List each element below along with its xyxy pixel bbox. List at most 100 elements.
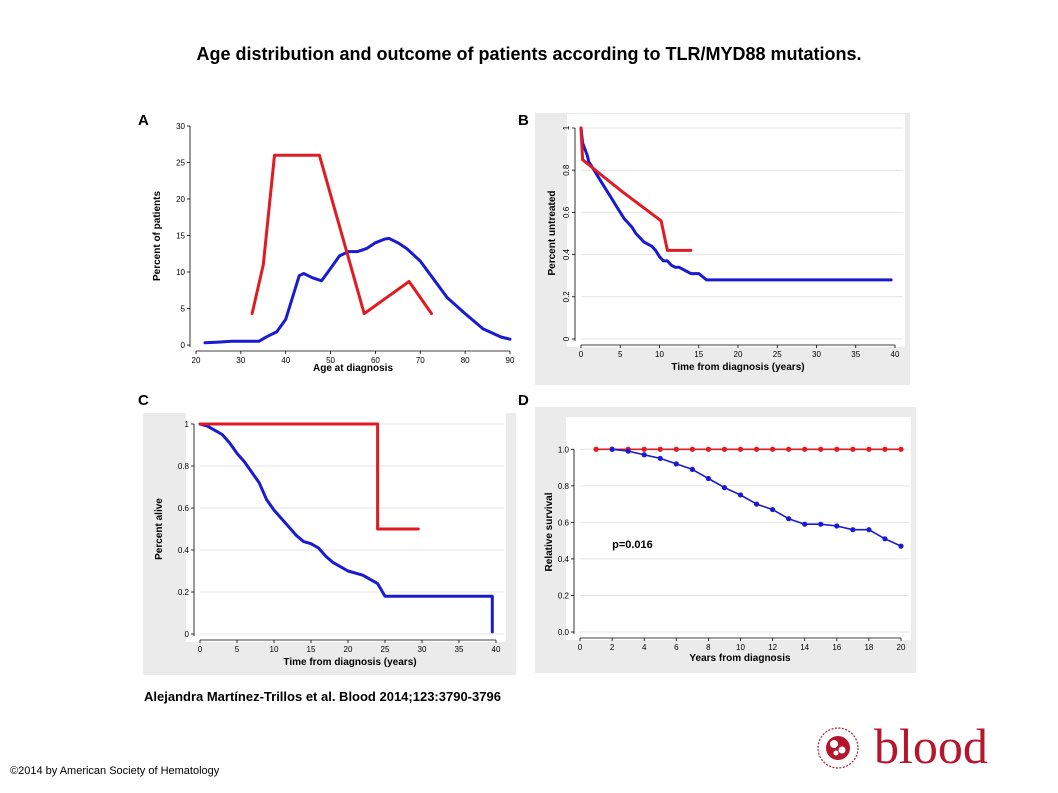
blood-journal-logo: blood — [812, 718, 1002, 778]
copyright-notice: ©2014 by American Society of Hematology — [10, 765, 220, 777]
y-axis-title: Percent alive — [154, 498, 165, 560]
x-tick-label: 4 — [642, 643, 647, 652]
x-tick-label: 50 — [326, 356, 335, 365]
y-tick-label: 0.2 — [562, 291, 571, 303]
series-2-line — [250, 153, 433, 316]
series-1-point — [641, 446, 647, 452]
x-tick-label: 25 — [381, 645, 390, 654]
x-tick-label: 6 — [674, 643, 679, 652]
x-tick-label: 20 — [344, 645, 353, 654]
x-tick-label: 80 — [461, 356, 470, 365]
series-2-point — [705, 475, 711, 482]
series-1-point — [786, 446, 792, 452]
series-1-line — [203, 236, 512, 345]
y-tick-label: 0.2 — [178, 588, 190, 597]
series-2-point — [753, 501, 760, 507]
x-tick-label: 14 — [800, 643, 809, 652]
logo-wordmark: blood — [874, 718, 988, 774]
page-title: Age distribution and outcome of patients… — [196, 44, 862, 64]
x-tick-label: 15 — [307, 645, 316, 654]
y-axis-title: Relative survival — [544, 492, 555, 571]
y-axis-title: Percent untreated — [547, 190, 558, 275]
panel-a-letter: A — [138, 112, 149, 129]
series-2-point — [850, 527, 856, 533]
y-tick-label: 0 — [181, 341, 186, 350]
series-2-point — [673, 461, 679, 467]
y-tick-label: 0.8 — [562, 164, 571, 176]
y-tick-label: 1 — [562, 125, 571, 130]
x-tick-label: 35 — [851, 350, 860, 359]
x-tick-label: 20 — [192, 356, 201, 365]
y-tick-label: 0.2 — [558, 591, 570, 600]
x-tick-label: 40 — [492, 645, 501, 654]
x-tick-label: 5 — [618, 350, 623, 359]
y-tick-label: 15 — [176, 232, 185, 241]
series-2-point — [802, 521, 808, 527]
y-tick-label: 0.4 — [562, 248, 571, 260]
y-tick-label: 0.6 — [562, 206, 571, 218]
y-tick-label: 25 — [176, 159, 185, 168]
x-tick-label: 10 — [655, 350, 664, 359]
x-tick-label: 0 — [578, 643, 583, 652]
y-tick-label: 10 — [176, 268, 185, 277]
series-2-point — [641, 452, 647, 458]
chart-panel-a: A 0 5 10 15 20 25 30 20 30 40 50 60 70 80 90 Percent of … — [138, 112, 515, 374]
series-2-line — [198, 422, 420, 531]
y-tick-label: 5 — [181, 305, 186, 314]
series-2-point — [721, 485, 728, 491]
series-1-point — [657, 446, 663, 452]
series-1-point — [834, 446, 840, 452]
series-1-point — [770, 446, 776, 452]
x-tick-label: 40 — [281, 356, 290, 365]
series-2-point — [866, 527, 872, 533]
x-tick-label: 90 — [506, 356, 515, 365]
y-tick-label: 1.0 — [558, 445, 570, 454]
y-tick-label: 0.6 — [178, 504, 190, 513]
series-2-point — [898, 543, 904, 549]
panel-b-plot-area — [567, 114, 905, 347]
x-tick-label: 60 — [371, 356, 380, 365]
y-tick-label: 0.4 — [178, 546, 190, 555]
x-axis-title: Years from diagnosis — [689, 653, 791, 664]
series-2-point — [818, 521, 824, 527]
p-value-annotation: p=0.016 — [612, 539, 653, 551]
x-tick-label: 12 — [768, 643, 777, 652]
x-axis-title: Age at diagnosis — [313, 363, 393, 374]
x-tick-label: 70 — [416, 356, 425, 365]
series-2-point — [770, 506, 776, 513]
y-axis-title: Percent of patients — [152, 191, 163, 281]
panel-d-letter: D — [518, 392, 529, 409]
series-2-point — [737, 492, 744, 498]
x-tick-label: 30 — [236, 356, 245, 365]
x-tick-label: 16 — [832, 643, 841, 652]
panel-c-letter: C — [138, 392, 149, 409]
y-tick-label: 0.4 — [558, 555, 570, 564]
series-1-point — [721, 446, 728, 452]
ash-seal-icon — [817, 727, 859, 769]
x-tick-label: 40 — [891, 350, 900, 359]
series-1-point — [882, 446, 888, 452]
series-1-point — [737, 446, 744, 452]
x-tick-label: 0 — [198, 645, 203, 654]
y-tick-label: 0.8 — [178, 462, 190, 471]
x-tick-label: 15 — [694, 350, 703, 359]
x-tick-label: 2 — [610, 643, 615, 652]
series-1-point — [593, 446, 599, 452]
x-axis-title: Time from diagnosis (years) — [283, 657, 416, 668]
series-1-point — [818, 446, 824, 452]
y-tick-label: 30 — [176, 122, 185, 131]
y-tick-label: 0 — [185, 630, 190, 639]
y-tick-label: 1 — [185, 420, 190, 429]
x-tick-label: 0 — [579, 350, 584, 359]
y-tick-label: 0.8 — [558, 482, 570, 491]
series-2-point — [609, 446, 615, 452]
x-tick-label: 30 — [418, 645, 427, 654]
series-2-point — [657, 455, 663, 462]
y-tick-label: 20 — [176, 195, 185, 204]
series-2-point — [834, 523, 840, 529]
panel-b-letter: B — [518, 112, 529, 129]
series-1-point — [898, 446, 904, 452]
citation: Alejandra Martínez-Trillos et al. Blood … — [144, 689, 501, 704]
